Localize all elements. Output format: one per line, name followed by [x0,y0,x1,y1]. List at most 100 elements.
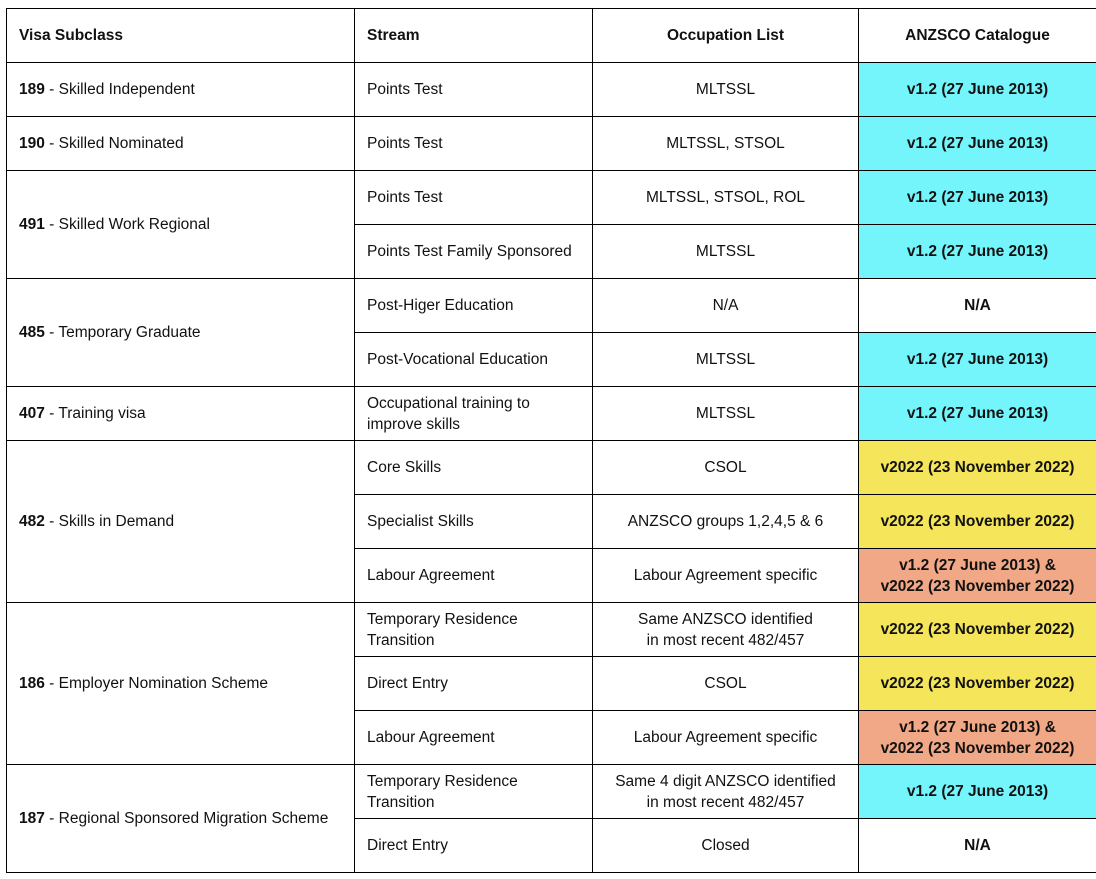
occupation-list-cell-line: N/A [712,297,739,314]
visa-subclass-cell: 482 - Skills in Demand [6,440,355,603]
anzsco-catalogue-cell-line: v1.2 (27 June 2013) & [899,718,1056,736]
table-row: Post-Vocational Education MLTSSL v1.2 (27 … [7,332,1096,387]
visa-subclass-number: 491 [19,216,45,233]
occupation-list-cell-line: Same 4 digit ANZSCO identified [615,772,836,790]
stream-cell-line: Post-Vocational Education [367,351,548,368]
stream-cell-line: Specialist Skills [367,513,474,530]
occupation-list-cell: MLTSSL [592,332,859,387]
anzsco-catalogue-cell-line: v1.2 (27 June 2013) [906,189,1049,206]
occupation-list-cell: CSOL [592,440,859,495]
stream-cell: Points Test Family Sponsored [354,224,593,279]
anzsco-catalogue-cell: v2022 (23 November 2022) [858,440,1096,495]
anzsco-catalogue-cell-line: v2022 (23 November 2022) [880,739,1075,757]
table-row: 189 - Skilled Independent Points Test MLTS… [6,62,1096,117]
table-row: 407 - Training visa Occupational training… [6,386,1096,441]
table-header-row: Visa Subclass Stream Occupation List ANZ… [6,8,1096,63]
visa-subclass-cell: 407 - Training visa [6,386,355,441]
table-row: Labour Agreement Labour Agreement specifi… [7,548,1096,603]
visa-subclass-number: 189 [19,81,45,98]
anzsco-catalogue-cell: v1.2 (27 June 2013) [858,332,1096,387]
stream-cell: Points Test [354,116,593,171]
anzsco-catalogue-cell-line: v1.2 (27 June 2013) [906,81,1049,98]
occupation-list-cell: CSOL [592,656,859,711]
stream-cell: Points Test [354,62,593,117]
visa-subclass-label: - Training visa [44,405,146,422]
occupation-list-cell-line: MLTSSL [695,405,756,422]
anzsco-catalogue-cell: v1.2 (27 June 2013) & v2022 (23 November … [858,710,1096,765]
occupation-list-cell-line: CSOL [704,459,747,476]
stream-cell-line: Transition [367,793,435,811]
occupation-list-cell: MLTSSL, STSOL [592,116,859,171]
anzsco-catalogue-cell-line: v1.2 (27 June 2013) & [899,556,1056,574]
stream-cell-line: Transition [367,631,435,649]
stream-cell: Temporary Residence Transition [354,602,593,657]
stream-cell-line: Points Test [367,135,443,152]
visa-subclass-cell: 187 - Regional Sponsored Migration Schem… [6,764,355,873]
visa-subclass-label: - Regional Sponsored Migration Scheme [44,810,329,827]
table-body: 189 - Skilled Independent Points Test MLTS… [6,62,1096,873]
occupation-list-cell-line: Closed [701,837,750,854]
visa-subclass-number: 186 [19,675,45,692]
occupation-list-cell-line: Labour Agreement specific [633,567,818,584]
stream-cell: Direct Entry [354,656,593,711]
occupation-list-cell: Labour Agreement specific [592,548,859,603]
stream-cell-line: Post-Higer Education [367,297,514,314]
occupation-list-cell: Same ANZSCO identified in most recent 482… [592,602,859,657]
stream-cell: Specialist Skills [354,494,593,549]
stream-cell-line: Temporary Residence [367,772,518,790]
occupation-list-cell-line: Same ANZSCO identified [638,610,813,628]
table-row: Points Test Family Sponsored MLTSSL v1.2 (… [7,224,1096,279]
anzsco-catalogue-cell-line: v2022 (23 November 2022) [880,675,1075,692]
occupation-list-cell: Labour Agreement specific [592,710,859,765]
stream-cell-line: Direct Entry [367,837,448,854]
table-row: 482 - Skills in Demand Core Skills CSOL v20… [6,440,1096,603]
anzsco-catalogue-cell: v2022 (23 November 2022) [858,494,1096,549]
stream-cell-line: Points Test [367,81,443,98]
visa-subclass-label: - Skilled Independent [44,81,195,98]
occupation-list-cell-line: CSOL [704,675,747,692]
visa-subclass-label: - Temporary Graduate [44,324,201,341]
occupation-list-cell-line: MLTSSL [695,243,756,260]
anzsco-catalogue-cell: v1.2 (27 June 2013) [858,116,1096,171]
stream-cell-line: Core Skills [367,459,442,476]
stream-cell: Core Skills [354,440,593,495]
visa-subclass-number: 485 [19,324,45,341]
visa-subclass-label: - Skilled Work Regional [44,216,210,233]
anzsco-catalogue-cell-line: v2022 (23 November 2022) [880,621,1075,638]
table-row: Direct Entry Closed N/A [7,818,1096,873]
table-row: 491 - Skilled Work Regional Points Test ML… [6,170,1096,279]
occupation-list-cell: Same 4 digit ANZSCO identified in most re… [592,764,859,819]
stream-cell: Labour Agreement [354,548,593,603]
stream-cell-line: Occupational training to [367,394,530,412]
header-stream: Stream [354,8,593,63]
visa-anzsco-table: Visa Subclass Stream Occupation List ANZ… [6,8,1096,873]
anzsco-catalogue-cell-line: v2022 (23 November 2022) [880,459,1075,476]
occupation-list-cell-line: MLTSSL [695,81,756,98]
stream-cell: Post-Vocational Education [354,332,593,387]
header-anzsco-catalogue: ANZSCO Catalogue [858,8,1096,63]
header-occupation-list: Occupation List [592,8,859,63]
table-row: Labour Agreement Labour Agreement specifi… [7,710,1096,765]
anzsco-catalogue-cell-line: v1.2 (27 June 2013) [906,783,1049,800]
anzsco-catalogue-cell: v2022 (23 November 2022) [858,656,1096,711]
stream-cell: Direct Entry [354,818,593,873]
stream-cell: Temporary Residence Transition [354,764,593,819]
anzsco-catalogue-cell-line: v1.2 (27 June 2013) [906,243,1049,260]
occupation-list-cell-line: in most recent 482/457 [646,631,805,649]
visa-subclass-cell: 186 - Employer Nomination Scheme [6,602,355,765]
table-row: 186 - Employer Nomination Scheme Temporar… [6,602,1096,765]
anzsco-catalogue-cell: N/A [858,818,1096,873]
table-row: 485 - Temporary Graduate Post-Higer Educa… [6,278,1096,387]
stream-cell-line: Points Test [367,189,443,206]
anzsco-catalogue-cell: v1.2 (27 June 2013) [858,386,1096,441]
stream-cell: Labour Agreement [354,710,593,765]
visa-subclass-label: - Employer Nomination Scheme [44,675,268,692]
visa-subclass-number: 407 [19,405,45,422]
occupation-list-cell-line: MLTSSL, STSOL [666,135,785,152]
table-row: Specialist Skills ANZSCO groups 1,2,4,5 &… [7,494,1096,549]
occupation-list-cell-line: Labour Agreement specific [633,729,818,746]
stream-cell-line: improve skills [367,415,461,433]
header-visa-subclass: Visa Subclass [6,8,355,63]
occupation-list-cell: ANZSCO groups 1,2,4,5 & 6 [592,494,859,549]
occupation-list-cell: MLTSSL [592,224,859,279]
